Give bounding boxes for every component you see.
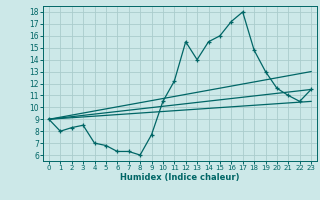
X-axis label: Humidex (Indice chaleur): Humidex (Indice chaleur) [120, 173, 240, 182]
